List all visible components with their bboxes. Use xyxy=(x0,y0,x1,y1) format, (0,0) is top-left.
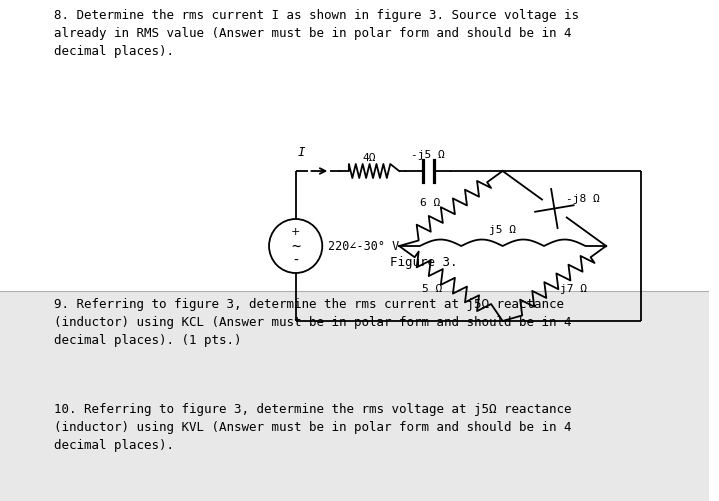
Text: I: I xyxy=(298,146,306,159)
Text: ~: ~ xyxy=(291,238,301,254)
Text: 6 Ω: 6 Ω xyxy=(420,197,440,207)
Text: 9. Referring to figure 3, determine the rms current at j5Ω reactance
(inductor) : 9. Referring to figure 3, determine the … xyxy=(54,298,572,347)
Text: 220∠-30° V: 220∠-30° V xyxy=(328,239,400,253)
Text: 4Ω: 4Ω xyxy=(363,153,376,163)
Text: 5 Ω: 5 Ω xyxy=(422,285,442,295)
Text: +: + xyxy=(291,227,301,237)
Text: j7 Ω: j7 Ω xyxy=(559,285,587,295)
Text: -j5 Ω: -j5 Ω xyxy=(411,150,445,160)
Text: 8. Determine the rms current I as shown in figure 3. Source voltage is
already i: 8. Determine the rms current I as shown … xyxy=(54,9,580,58)
Text: Figure 3.: Figure 3. xyxy=(390,256,457,269)
Text: -j8 Ω: -j8 Ω xyxy=(566,193,600,203)
Text: j5 Ω: j5 Ω xyxy=(489,225,516,235)
Text: 10. Referring to figure 3, determine the rms voltage at j5Ω reactance
(inductor): 10. Referring to figure 3, determine the… xyxy=(54,403,572,451)
Text: -: - xyxy=(293,254,298,268)
Bar xyxy=(0,291,709,501)
